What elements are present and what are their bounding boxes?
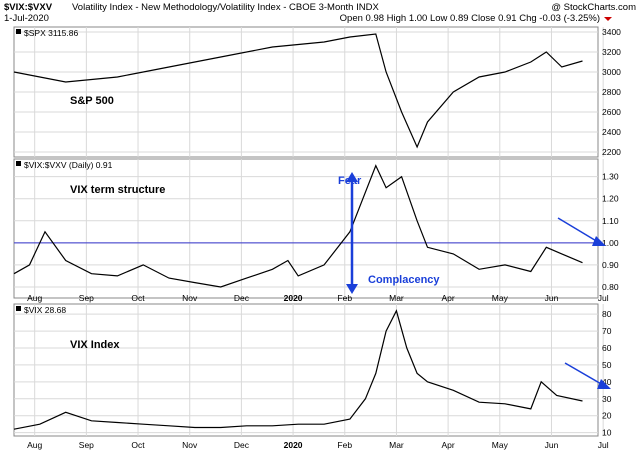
y-tick-label: 70 — [602, 326, 612, 336]
arrow-down-head-icon — [346, 284, 358, 294]
panel-frame — [13, 303, 599, 437]
y-tick-label: 3000 — [602, 67, 621, 77]
x-tick-label: Jul — [598, 293, 609, 303]
legend-swatch — [16, 29, 21, 34]
x-tick-label: Jun — [545, 293, 559, 303]
y-tick-label: 40 — [602, 377, 612, 387]
vix-trend-arrow — [564, 362, 604, 386]
header-date: 1-Jul-2020 — [4, 13, 49, 24]
x-tick-label: 2020 — [284, 440, 303, 450]
y-tick-label: 50 — [602, 360, 612, 370]
x-tick-label: Apr — [442, 293, 455, 303]
y-tick-label: 1.20 — [602, 194, 619, 204]
panel-frame — [13, 158, 599, 299]
x-tick-label: Mar — [389, 293, 404, 303]
y-tick-label: 2200 — [602, 147, 621, 157]
x-tick-label: Jul — [598, 440, 609, 450]
complacency-label: Complacency — [368, 274, 440, 286]
x-tick-label: Apr — [442, 440, 455, 450]
x-tick-label: Mar — [389, 440, 404, 450]
arrow-up-head-icon — [346, 172, 358, 182]
x-tick-label: Sep — [79, 293, 94, 303]
y-tick-label: 30 — [602, 394, 612, 404]
x-tick-label: Nov — [182, 440, 198, 450]
y-tick-label: 2800 — [602, 87, 621, 97]
x-tick-label: Oct — [131, 440, 145, 450]
vix-trend-arrow-head-icon — [597, 379, 611, 389]
x-tick-label: May — [492, 440, 509, 450]
panel-legend: $SPX 3115.86 — [24, 28, 78, 38]
header-ohlc: Open 0.98 High 1.00 Low 0.89 Close 0.91 … — [340, 13, 600, 24]
vix-annotation: VIX Index — [70, 339, 120, 351]
y-tick-label: 1.10 — [602, 216, 619, 226]
panel-vix: 10 20 30 40 50 60 70 80 $VIX 28.68 — [13, 303, 612, 438]
y-tick-label: 60 — [602, 343, 612, 353]
x-tick-label: May — [492, 293, 509, 303]
ratio-annotation: VIX term structure — [70, 184, 165, 196]
x-tick-label: Feb — [337, 293, 352, 303]
y-tick-label: 0.80 — [602, 282, 619, 292]
series-line-ratio — [13, 164, 583, 288]
y-tick-label: 3200 — [602, 47, 621, 57]
series-line-spx — [13, 33, 583, 149]
legend-swatch — [16, 161, 21, 166]
y-tick-label: 3400 — [602, 27, 621, 37]
y-tick-label: 2600 — [602, 107, 621, 117]
panel-legend: $VIX:$VXV (Daily) 0.91 — [24, 160, 113, 170]
x-tick-label: Feb — [337, 440, 352, 450]
y-tick-label: 0.90 — [602, 260, 619, 270]
panel-spx: 2200 2400 2600 2800 3000 3200 3400 $SPX 3115.86 — [13, 26, 621, 158]
x-tick-label: Sep — [79, 440, 94, 450]
panel-legend: $VIX 28.68 — [24, 305, 66, 315]
x-tick-label: Oct — [131, 293, 145, 303]
panel-ratio: 0.80 0.90 1.00 1.10 1.20 1.30 $VIX:$VXV (Daily… — [13, 158, 619, 299]
x-tick-label: Nov — [182, 293, 198, 303]
y-tick-label: 2400 — [602, 127, 621, 137]
y-tick-label: 1.30 — [602, 172, 619, 182]
x-tick-label: 2020 — [284, 293, 303, 303]
x-axis: Aug Aug Sep Sep Oct Oct Nov Nov Dec Dec 2020 2020 Fe… — [27, 293, 609, 450]
series-line-vix — [13, 309, 583, 430]
ratio-trend-arrow — [557, 217, 599, 243]
ratio-trend-arrow-head-icon — [592, 236, 606, 246]
header-name: Volatility Index - New Methodology/Volat… — [72, 2, 379, 13]
y-tick-label: 1.00 — [602, 238, 619, 248]
x-tick-label: Dec — [234, 293, 250, 303]
panels-group: 2200 2400 2600 2800 3000 3200 3400 $SPX 3115.86… — [13, 26, 621, 438]
spx-annotation: S&P 500 — [70, 95, 114, 107]
down-arrow-icon — [604, 17, 612, 21]
x-tick-label: Dec — [234, 440, 250, 450]
x-tick-label: Aug — [27, 440, 42, 450]
x-tick-label: Jun — [545, 440, 559, 450]
y-tick-label: 20 — [602, 411, 612, 421]
header-watermark: @ StockCharts.com — [551, 2, 636, 13]
y-tick-label: 10 — [602, 428, 612, 438]
x-tick-label: Aug — [27, 293, 42, 303]
legend-swatch — [16, 306, 21, 311]
header-symbol: $VIX:$VXV — [4, 2, 53, 13]
y-tick-label: 80 — [602, 309, 612, 319]
